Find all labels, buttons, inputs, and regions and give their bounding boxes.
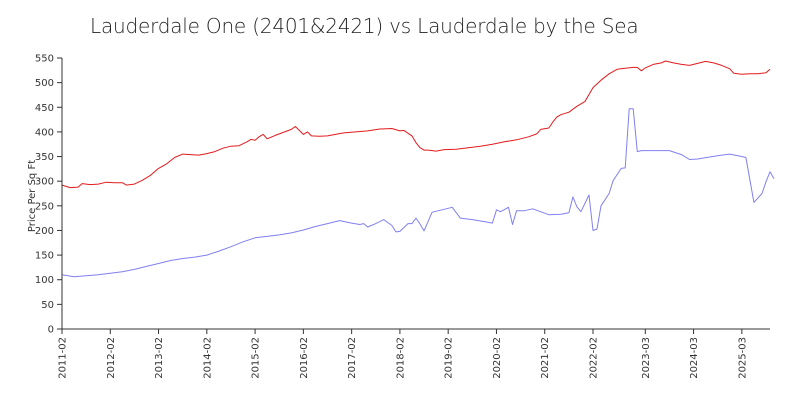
y-tick-group: 0 50 100 150 200 250 300 350 400 450 500 550 [35, 54, 62, 336]
y-tick-label: 300 [35, 177, 54, 188]
x-tick-label: 2014-02 [202, 337, 213, 379]
series-line-1 [61, 60, 771, 189]
y-tick-label: 150 [35, 251, 54, 262]
y-tick-label: 200 [35, 226, 54, 237]
x-tick-label: 2011-02 [58, 337, 69, 379]
y-tick-label: 0 [48, 325, 54, 336]
y-axis-label: Price Per Sq Ft [27, 160, 38, 232]
series-layer [61, 60, 775, 278]
x-tick-label: 2018-02 [395, 337, 406, 379]
y-tick-label: 250 [35, 201, 54, 212]
axis-layer [61, 58, 770, 330]
y-tick-label: 350 [35, 152, 54, 163]
y-tick-label: 400 [35, 127, 54, 138]
y-tick-label: 50 [41, 300, 54, 311]
y-tick-label: 500 [35, 78, 54, 89]
series-line-2 [61, 108, 775, 278]
x-tick-label: 2016-02 [299, 337, 310, 379]
x-tick-group: 2011-02 2012-02 2013-02 2014-02 2015-02 2016-… [58, 329, 748, 379]
x-tick-label: 2025-03 [737, 337, 748, 379]
x-tick-label: 2013-02 [154, 337, 165, 379]
x-tick-label: 2015-02 [251, 337, 262, 379]
x-tick-label: 2017-02 [347, 337, 358, 379]
x-tick-label: 2023-03 [641, 337, 652, 379]
x-tick-label: 2020-02 [492, 337, 503, 379]
x-tick-label: 2024-03 [689, 337, 700, 379]
y-tick-label: 100 [35, 275, 54, 286]
chart-title: Lauderdale One (2401&2421) vs Lauderdale… [90, 14, 639, 38]
y-tick-label: 450 [35, 103, 54, 114]
x-tick-label: 2012-02 [106, 337, 117, 379]
x-tick-label: 2019-02 [444, 337, 455, 379]
x-tick-label: 2022-02 [589, 337, 600, 379]
x-tick-label: 2021-02 [540, 337, 551, 379]
y-tick-label: 550 [35, 54, 54, 65]
